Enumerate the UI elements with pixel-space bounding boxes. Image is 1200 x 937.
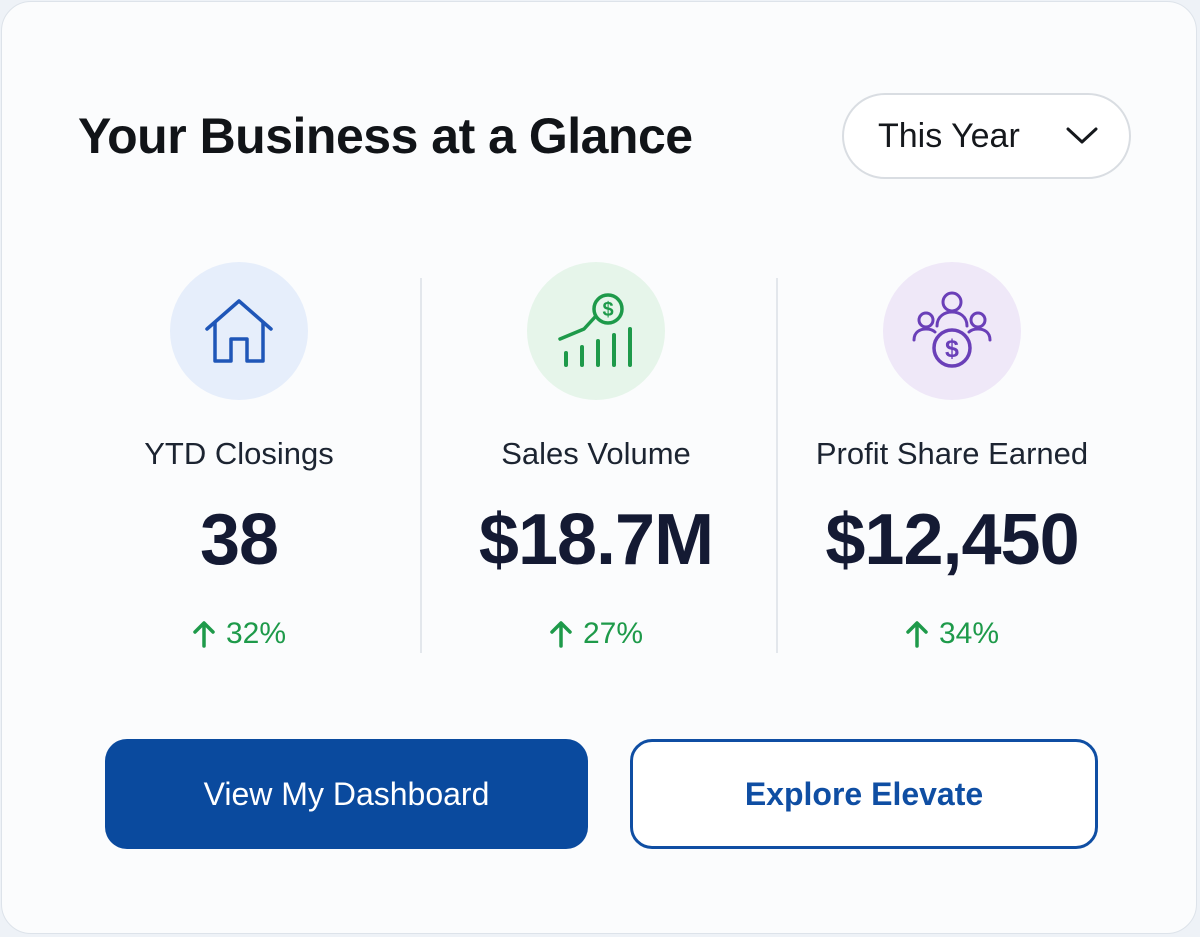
- period-select[interactable]: This Year: [842, 93, 1131, 179]
- icon-circle: $: [883, 262, 1021, 400]
- arrow-up-icon: [550, 621, 572, 648]
- divider: [776, 278, 778, 653]
- metric-label: YTD Closings: [144, 436, 334, 471]
- metric-ytd-closings: YTD Closings 38 32%: [61, 262, 417, 650]
- growth-chart-icon: $: [558, 293, 632, 367]
- chevron-down-icon: [1066, 127, 1098, 144]
- metric-change-value: 27%: [582, 617, 644, 650]
- arrow-up-icon: [193, 621, 215, 648]
- divider: [420, 278, 422, 653]
- arrow-up-icon: [906, 621, 928, 648]
- metric-label: Profit Share Earned: [815, 436, 1089, 471]
- metric-value: $18.7M: [478, 500, 714, 580]
- icon-circle: $: [527, 262, 665, 400]
- metric-label: Sales Volume: [501, 436, 691, 471]
- metric-change-value: 32%: [225, 617, 287, 650]
- metric-profit-share: $ Profit Share Earned $12,450 34%: [774, 262, 1130, 650]
- view-dashboard-button[interactable]: View My Dashboard: [105, 739, 588, 849]
- explore-elevate-button[interactable]: Explore Elevate: [630, 739, 1098, 849]
- metric-change: 32%: [61, 614, 417, 654]
- metric-change-value: 34%: [938, 617, 1000, 650]
- metric-value: 38: [199, 500, 279, 580]
- metric-change: 27%: [418, 614, 774, 654]
- page-title: Your Business at a Glance: [78, 108, 693, 164]
- icon-circle: [170, 262, 308, 400]
- svg-text:$: $: [602, 299, 613, 321]
- house-icon: [205, 299, 273, 363]
- metric-sales-volume: $ Sales Volume $18.7M 27%: [418, 262, 774, 650]
- period-select-value: This Year: [878, 116, 1020, 155]
- svg-text:$: $: [945, 335, 959, 363]
- people-dollar-icon: $: [912, 291, 992, 368]
- metric-value: $12,450: [825, 500, 1079, 580]
- metric-change: 34%: [774, 614, 1130, 654]
